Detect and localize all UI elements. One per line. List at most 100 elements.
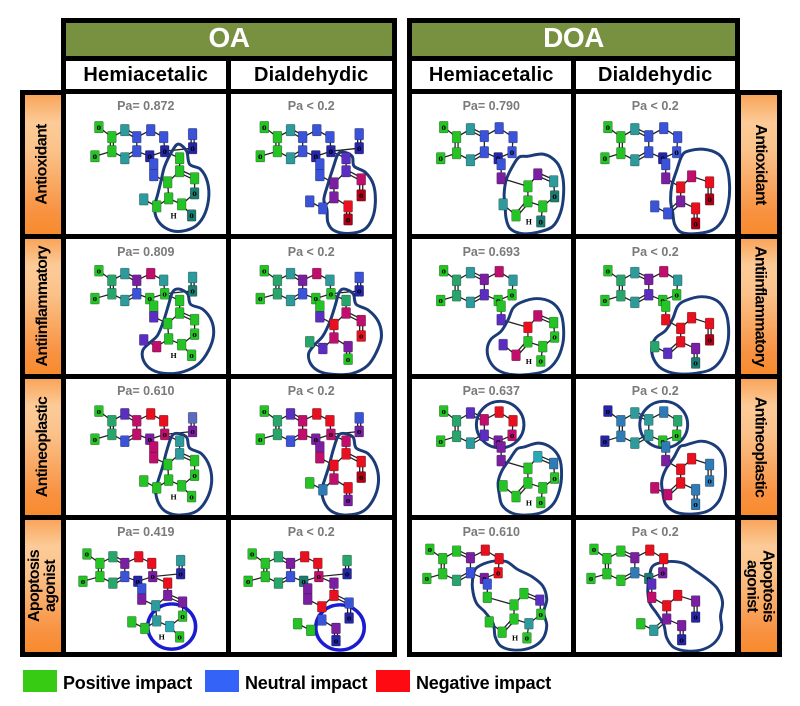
svg-text:o: o (356, 286, 361, 296)
svg-text:o: o (358, 331, 363, 341)
svg-text:o: o (313, 434, 318, 444)
svg-text:o: o (147, 293, 152, 303)
svg-text:o: o (525, 632, 530, 642)
svg-text:o: o (439, 435, 444, 445)
svg-text:H: H (526, 357, 532, 366)
svg-text:o: o (249, 548, 254, 558)
svg-text:o: o (674, 146, 679, 156)
svg-text:o: o (192, 188, 197, 198)
svg-text:o: o (496, 567, 501, 577)
svg-text:o: o (552, 332, 557, 342)
svg-text:o: o (358, 190, 363, 200)
svg-text:o: o (441, 121, 446, 131)
svg-text:o: o (707, 475, 712, 485)
svg-text:o: o (93, 151, 98, 161)
svg-text:o: o (707, 335, 712, 345)
svg-text:o: o (345, 495, 350, 505)
svg-text:o: o (693, 218, 698, 228)
svg-text:o: o (510, 146, 515, 156)
svg-text:o: o (674, 430, 679, 440)
svg-text:o: o (345, 214, 350, 224)
svg-text:o: o (162, 429, 167, 439)
svg-text:o: o (313, 151, 318, 161)
svg-text:o: o (605, 266, 610, 276)
svg-text:o: o (192, 469, 197, 479)
svg-text:o: o (147, 151, 152, 161)
svg-text:o: o (93, 293, 98, 303)
svg-text:o: o (180, 611, 185, 621)
svg-text:o: o (162, 289, 167, 299)
svg-text:o: o (189, 210, 194, 220)
svg-text:H: H (171, 211, 178, 220)
svg-text:o: o (93, 434, 98, 444)
svg-text:o: o (150, 571, 155, 581)
svg-text:o: o (552, 191, 557, 201)
svg-text:o: o (646, 573, 651, 583)
svg-text:o: o (660, 295, 665, 305)
svg-text:o: o (539, 216, 544, 226)
svg-text:o: o (178, 568, 183, 578)
svg-text:o: o (328, 289, 333, 299)
svg-text:o: o (328, 429, 333, 439)
svg-text:o: o (189, 491, 194, 501)
svg-text:o: o (602, 153, 607, 163)
svg-text:o: o (345, 354, 350, 364)
svg-text:o: o (439, 152, 444, 162)
svg-text:o: o (262, 121, 267, 131)
svg-text:o: o (328, 146, 333, 156)
svg-text:o: o (674, 290, 679, 300)
svg-text:H: H (512, 633, 518, 642)
svg-text:o: o (262, 266, 267, 276)
svg-text:o: o (358, 471, 363, 481)
svg-text:o: o (262, 405, 267, 415)
svg-text:H: H (526, 498, 532, 507)
svg-text:H: H (171, 492, 177, 501)
svg-text:o: o (660, 153, 665, 163)
svg-text:o: o (539, 497, 544, 507)
svg-text:o: o (344, 568, 349, 578)
svg-text:o: o (97, 121, 102, 131)
svg-text:o: o (539, 356, 544, 366)
svg-text:o: o (316, 571, 321, 581)
svg-text:o: o (693, 358, 698, 368)
svg-text:o: o (428, 544, 433, 554)
svg-text:o: o (97, 405, 102, 415)
svg-text:o: o (482, 573, 487, 583)
svg-text:o: o (660, 567, 665, 577)
svg-text:o: o (693, 499, 698, 509)
svg-text:o: o (693, 611, 698, 621)
svg-text:o: o (679, 634, 684, 644)
svg-text:o: o (356, 426, 361, 436)
svg-text:o: o (190, 426, 195, 436)
svg-text:o: o (552, 472, 557, 482)
svg-text:o: o (660, 435, 665, 445)
svg-text:o: o (425, 573, 430, 583)
svg-text:o: o (707, 194, 712, 204)
svg-text:o: o (177, 631, 182, 641)
svg-text:o: o (97, 266, 102, 276)
svg-text:o: o (189, 350, 194, 360)
svg-text:H: H (171, 351, 177, 360)
svg-text:o: o (602, 435, 607, 445)
svg-text:o: o (257, 151, 262, 161)
svg-text:o: o (510, 290, 515, 300)
svg-text:o: o (136, 576, 141, 586)
svg-text:o: o (441, 266, 446, 276)
svg-text:o: o (496, 295, 501, 305)
svg-text:o: o (591, 544, 596, 554)
svg-text:o: o (588, 573, 593, 583)
svg-text:o: o (190, 142, 195, 152)
svg-text:o: o (605, 121, 610, 131)
svg-text:o: o (301, 576, 306, 586)
svg-text:o: o (539, 609, 544, 619)
svg-text:H: H (159, 632, 165, 641)
svg-text:o: o (438, 295, 443, 305)
svg-text:o: o (245, 576, 250, 586)
svg-text:o: o (147, 434, 152, 444)
svg-text:o: o (346, 612, 351, 622)
svg-text:o: o (313, 293, 318, 303)
svg-text:o: o (258, 434, 263, 444)
svg-text:o: o (496, 152, 501, 162)
svg-text:o: o (356, 143, 361, 153)
svg-text:o: o (190, 286, 195, 296)
